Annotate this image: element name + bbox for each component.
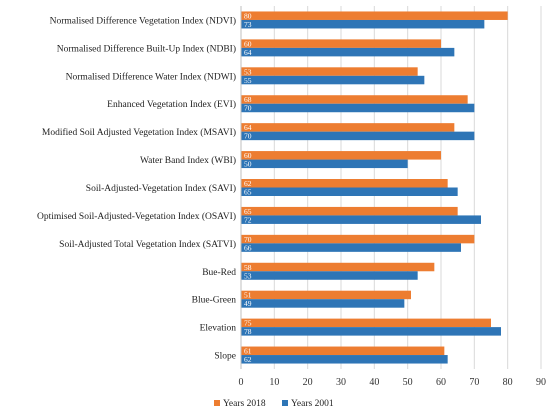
x-tick-label: 60 <box>436 377 446 388</box>
legend-swatch <box>214 400 220 406</box>
data-label: 70 <box>244 132 252 141</box>
bar <box>241 151 441 160</box>
data-label: 50 <box>244 160 252 169</box>
bar <box>241 19 485 29</box>
category-label: Bue-Red <box>202 268 236 278</box>
data-label: 70 <box>244 104 252 113</box>
data-label: 55 <box>244 76 252 85</box>
data-label: 62 <box>244 355 252 364</box>
data-label: 70 <box>244 235 252 244</box>
category-label: Soil-Adjusted-Vegetation Index (SAVI) <box>86 183 236 194</box>
x-tick-label: 40 <box>369 377 379 388</box>
category-label: Normalised Difference Built-Up Index (ND… <box>57 43 236 54</box>
data-label: 53 <box>244 271 252 280</box>
legend-label: Years 2001 <box>291 399 334 409</box>
bar <box>241 179 448 188</box>
bar <box>241 95 468 104</box>
data-label: 64 <box>244 48 252 57</box>
data-label: 80 <box>244 11 252 20</box>
category-label: Enhanced Vegetation Index (EVI) <box>107 99 236 110</box>
data-label: 66 <box>244 243 252 252</box>
data-label: 49 <box>244 299 252 308</box>
bar <box>241 39 441 48</box>
data-label: 53 <box>244 67 252 76</box>
legend-label: Years 2018 <box>223 399 266 409</box>
category-label: Elevation <box>200 324 237 334</box>
data-label: 51 <box>244 291 252 300</box>
category-labels: Normalised Difference Vegetation Index (… <box>37 15 236 361</box>
bar <box>241 47 455 57</box>
data-label: 75 <box>244 319 252 328</box>
bar <box>241 67 418 76</box>
bar <box>241 159 408 169</box>
data-label: 73 <box>244 20 252 29</box>
bar <box>241 299 405 308</box>
legend-swatch <box>282 400 288 406</box>
x-tick-label: 0 <box>239 377 244 388</box>
data-label: 64 <box>244 123 252 132</box>
x-tick-label: 10 <box>269 377 279 388</box>
category-label: Soil-Adjusted Total Vegetation Index (SA… <box>59 239 236 250</box>
bar <box>241 271 418 280</box>
data-label: 65 <box>244 188 252 197</box>
x-tick-label: 30 <box>336 377 346 388</box>
x-tick-label: 80 <box>503 377 513 388</box>
x-tick-label: 50 <box>403 377 413 388</box>
bar <box>241 318 491 328</box>
category-label: Optimised Soil-Adjusted-Vegetation Index… <box>37 211 236 222</box>
data-label: 72 <box>244 215 252 224</box>
bar <box>241 234 475 244</box>
x-tick-labels: 0 10 20 30 40 50 60 70 80 90 <box>239 377 547 388</box>
data-label: 60 <box>244 39 252 48</box>
bars: 8073606453556870647060506265657270665853… <box>240 6 508 369</box>
category-label: Normalised Difference Water Index (NDWI) <box>66 71 236 82</box>
bar <box>241 206 458 216</box>
bar <box>241 262 435 272</box>
bar <box>241 290 411 300</box>
category-label: Normalised Difference Vegetation Index (… <box>50 15 236 26</box>
bar <box>241 243 461 252</box>
category-label: Blue-Green <box>192 296 237 306</box>
bar <box>241 75 425 85</box>
bar <box>241 131 475 141</box>
bar <box>241 103 475 113</box>
data-label: 61 <box>244 347 252 356</box>
data-label: 65 <box>244 207 252 216</box>
legend: Years 2018 Years 2001 <box>214 399 334 409</box>
category-label: Slope <box>214 352 236 362</box>
data-label: 78 <box>244 327 252 336</box>
bar <box>241 215 481 224</box>
data-label: 60 <box>244 151 252 160</box>
category-label: Water Band Index (WBI) <box>140 155 236 166</box>
data-label: 62 <box>244 179 252 188</box>
bar <box>241 355 448 364</box>
category-label: Modified Soil Adjusted Vegetation Index … <box>42 127 236 138</box>
x-tick-label: 20 <box>303 377 313 388</box>
bar <box>241 11 508 20</box>
bar <box>241 123 455 132</box>
x-tick-label: 90 <box>536 377 546 388</box>
bar <box>241 327 501 336</box>
data-label: 58 <box>244 263 252 272</box>
bar <box>241 346 445 356</box>
data-label: 68 <box>244 95 252 104</box>
x-tick-label: 70 <box>469 377 479 388</box>
bar <box>241 187 458 196</box>
